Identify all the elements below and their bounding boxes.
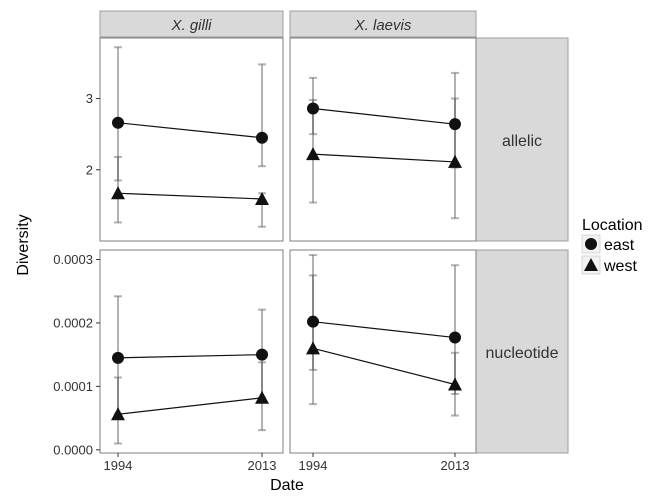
point-x-laevis-allelic-east <box>449 118 461 131</box>
point-x-gilli-allelic-west <box>111 186 125 200</box>
point-x-laevis-allelic-west <box>448 154 462 168</box>
y-tick-label-allelic: 3 <box>86 91 93 106</box>
series-line-x-gilli-nucleotide-east <box>117 354 263 359</box>
point-x-gilli-allelic-east <box>112 116 124 129</box>
x-tick-label-x-gilli: 1994 <box>104 458 133 473</box>
y-tick-label-allelic: 2 <box>86 162 93 177</box>
y-tick-label-nucleotide: 0.0002 <box>53 315 93 330</box>
legend: Location east west <box>581 217 643 275</box>
row-label-allelic: allelic <box>502 133 542 150</box>
panel-gilli-allelic <box>99 37 284 242</box>
x-tick-label-x-laevis: 2013 <box>441 458 470 473</box>
legend-marker-west <box>584 258 598 271</box>
point-x-laevis-nucleotide-west <box>448 377 462 391</box>
y-tick-label-nucleotide: 0.0003 <box>53 252 93 267</box>
series-line-x-laevis-nucleotide-east <box>312 321 456 339</box>
column-label-x-gilli: X. gilli <box>170 17 212 34</box>
point-x-laevis-nucleotide-east <box>449 331 461 344</box>
y-tick-label-nucleotide: 0.0000 <box>53 442 93 457</box>
point-x-laevis-allelic-west <box>306 147 320 161</box>
point-x-gilli-allelic-east <box>256 131 268 144</box>
series-line-x-laevis-nucleotide-west <box>312 347 456 386</box>
series-line-x-laevis-allelic-west <box>312 153 456 163</box>
panel-laevis-nucleotide <box>289 249 477 454</box>
panel-gilli-nucleotide <box>99 249 284 454</box>
legend-title: Location <box>582 217 643 234</box>
point-x-gilli-nucleotide-west <box>111 407 125 421</box>
x-axis-title: Date <box>270 477 304 494</box>
panel-laevis-allelic <box>289 37 477 242</box>
point-x-gilli-nucleotide-east <box>256 348 268 361</box>
point-x-laevis-nucleotide-east <box>307 315 319 328</box>
point-x-gilli-allelic-west <box>255 191 269 205</box>
series-line-x-laevis-allelic-east <box>312 107 456 125</box>
series-line-x-gilli-nucleotide-west <box>117 397 263 415</box>
y-tick-label-nucleotide: 0.0001 <box>53 379 93 394</box>
point-x-laevis-nucleotide-west <box>306 341 320 355</box>
legend-marker-east <box>585 238 597 250</box>
point-x-gilli-nucleotide-east <box>112 351 124 364</box>
series-line-x-gilli-allelic-west <box>117 192 263 200</box>
series-line-x-gilli-allelic-east <box>117 122 263 139</box>
point-x-laevis-allelic-east <box>307 102 319 115</box>
y-axis-title: Diversity <box>15 214 32 275</box>
point-x-gilli-nucleotide-west <box>255 390 269 404</box>
row-label-nucleotide: nucleotide <box>486 345 559 362</box>
legend-label-west: west <box>603 258 637 275</box>
x-tick-label-x-gilli: 2013 <box>248 458 277 473</box>
column-label-x-laevis: X. laevis <box>354 17 412 34</box>
x-tick-label-x-laevis: 1994 <box>299 458 328 473</box>
legend-label-east: east <box>604 237 635 254</box>
